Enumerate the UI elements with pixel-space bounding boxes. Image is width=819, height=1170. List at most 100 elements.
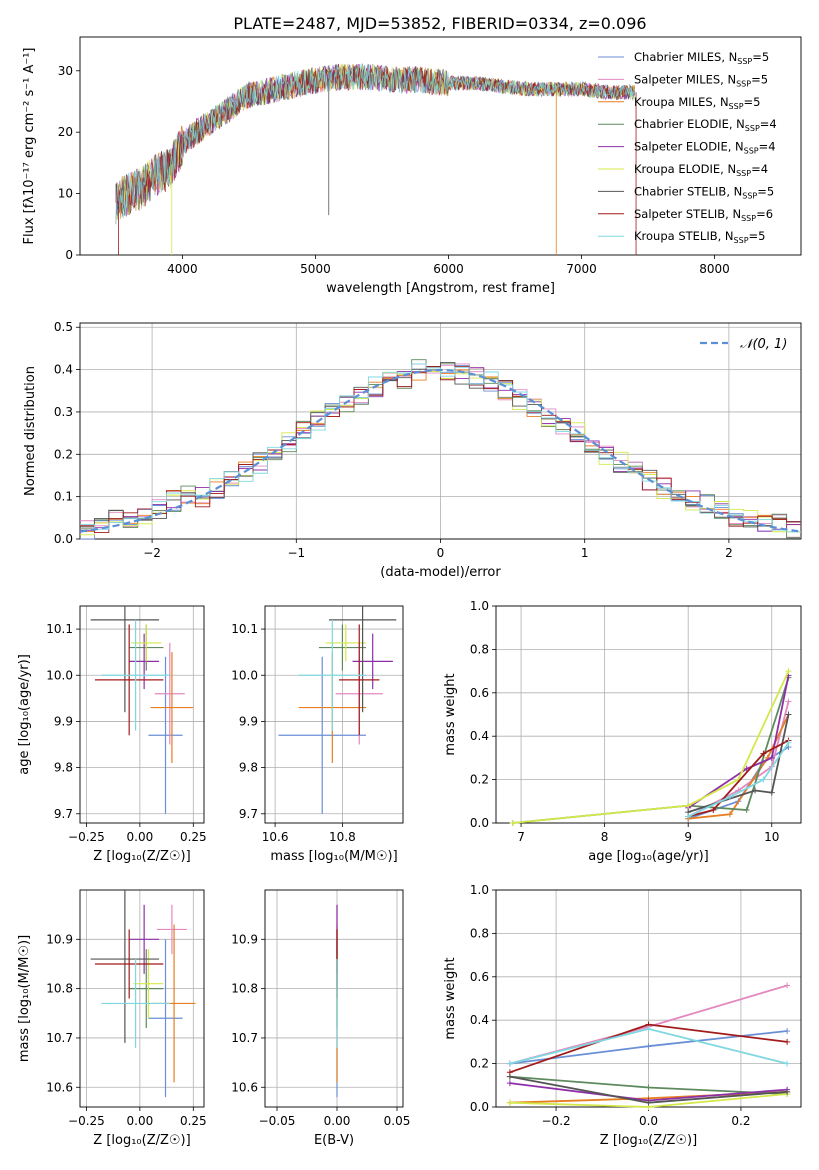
mass_weight_vs_age-axes: 7 8 9 10 0.0 0.2 0.4 0.6 0.8 1.0 age [log₁₀(age/yr… xyxy=(443,599,802,864)
y-axis-label: mass weight xyxy=(443,957,458,1039)
axes-frame xyxy=(79,322,802,540)
y-tick-label: 0.6 xyxy=(470,970,489,984)
legend-suffix: =5 xyxy=(749,229,766,243)
x-axis-label: E(B-V) xyxy=(314,1133,354,1148)
mass_vs_z-errorbars xyxy=(90,890,196,1098)
legend-subscript: SSP xyxy=(736,79,751,88)
legend-suffix: =5 xyxy=(744,95,761,109)
axes-frame xyxy=(264,889,404,1108)
x-tick-label: 5000 xyxy=(300,262,331,276)
y-tick-label: 0.8 xyxy=(470,926,489,940)
y-axis-label: Flux [fλ10⁻¹⁷ erg cm⁻² s⁻¹ A⁻¹] xyxy=(22,48,37,245)
legend-label: Salpeter MILES, NSSP=5 xyxy=(634,72,768,88)
legend-subscript: SSP xyxy=(734,236,749,245)
figure-title: PLATE=2487, MJD=53852, FIBERID=0334, z=0… xyxy=(233,14,646,33)
legend-suffix: =5 xyxy=(752,50,769,64)
axes-frame xyxy=(495,605,802,824)
x-tick-label: 6000 xyxy=(433,262,464,276)
spectrum-legend: Chabrier MILES, NSSP=5 Salpeter MILES, NS… xyxy=(598,50,777,245)
y-tick-label: 10.0 xyxy=(231,668,258,682)
legend-suffix: =4 xyxy=(760,117,777,131)
gaussian-legend-label: 𝒩(0, 1) xyxy=(740,337,787,352)
x-tick-label: 0.00 xyxy=(127,830,154,844)
legend-label: Kroupa ELODIE, NSSP=4 xyxy=(634,162,768,178)
x-tick-label: −2 xyxy=(143,546,161,560)
legend-subscript: SSP xyxy=(737,57,752,66)
y-axis-label: mass weight xyxy=(443,673,458,755)
y-tick-label: 10.9 xyxy=(46,932,73,946)
weight-line-salpeter-stelib xyxy=(687,739,789,818)
x-axis-label: Z [log₁₀(Z/Z☉)] xyxy=(600,1133,697,1148)
x-tick-label: 8 xyxy=(601,830,609,844)
spectrum-axes: 4000 5000 6000 7000 8000 0 10 20 30 wavelength [A… xyxy=(22,36,802,296)
x-tick-label: 0 xyxy=(437,546,445,560)
x-tick-label: −0.05 xyxy=(259,1114,296,1128)
y-tick-label: 10.7 xyxy=(231,1031,258,1045)
residuals-axes: −2 −1 0 1 2 0.0 0.1 0.2 0.3 0.4 0.5 (data-model)/er… xyxy=(23,320,802,580)
x-tick-label: 0.0 xyxy=(639,1114,658,1128)
x-tick-label: 0.00 xyxy=(324,1114,351,1128)
x-tick-label: 2 xyxy=(725,546,733,560)
x-tick-label: 0.25 xyxy=(180,1114,207,1128)
y-tick-label: 0.4 xyxy=(470,1013,489,1027)
y-tick-label: 0.0 xyxy=(54,532,73,546)
legend-suffix: =5 xyxy=(751,72,768,86)
y-tick-label: 1.0 xyxy=(470,599,489,613)
y-tick-label: 9.9 xyxy=(239,714,258,728)
x-tick-label: 7 xyxy=(517,830,525,844)
legend-label: Salpeter ELODIE, NSSP=4 xyxy=(634,140,776,156)
legend-label: Kroupa STELIB, NSSP=5 xyxy=(634,229,765,245)
y-tick-label: 0.5 xyxy=(54,320,73,334)
y-tick-label: 9.9 xyxy=(54,714,73,728)
x-tick-label: 0.00 xyxy=(127,1114,154,1128)
legend-suffix: =4 xyxy=(759,140,776,154)
x-axis-label: (data-model)/error xyxy=(380,565,501,580)
legend-subscript: SSP xyxy=(745,124,760,133)
y-tick-label: 10.7 xyxy=(46,1031,73,1045)
legend-label: Chabrier MILES, NSSP=5 xyxy=(634,50,769,66)
y-tick-label: 10.6 xyxy=(231,1080,258,1094)
legend-subscript: SSP xyxy=(741,214,756,223)
spectrum-lines xyxy=(115,63,637,255)
y-tick-label: 0.0 xyxy=(470,1100,489,1114)
age_vs_z-errorbars xyxy=(90,606,194,814)
axes-frame xyxy=(79,605,205,824)
x-tick-label: −1 xyxy=(287,546,305,560)
y-tick-label: 10.1 xyxy=(231,622,258,636)
y-tick-label: 0.2 xyxy=(54,447,73,461)
axes-frame xyxy=(264,605,404,824)
histogram-group xyxy=(79,359,801,540)
y-axis-label: Normed distribution xyxy=(23,366,38,496)
x-axis-label: Z [log₁₀(Z/Z☉)] xyxy=(93,849,190,864)
y-tick-label: 0.6 xyxy=(470,686,489,700)
y-tick-label: 0 xyxy=(65,248,73,262)
x-tick-label: 9 xyxy=(684,830,692,844)
mass_vs_ebv-axes: −0.05 0.00 0.05 10.6 10.7 10.8 10.9 E(B-V) xyxy=(231,889,411,1148)
y-tick-label: 10.9 xyxy=(231,932,258,946)
x-tick-label: 10 xyxy=(764,830,779,844)
y-axis-label: mass [log₁₀(M/M☉)] xyxy=(17,935,32,1062)
mass_vs_z-axes: −0.25 0.00 0.25 10.6 10.7 10.8 10.9 Z [log₁₀(Z/… xyxy=(17,889,207,1148)
x-tick-label: 0.2 xyxy=(731,1114,750,1128)
x-tick-label: 1 xyxy=(581,546,589,560)
y-tick-label: 20 xyxy=(58,125,73,139)
x-axis-label: Z [log₁₀(Z/Z☉)] xyxy=(93,1133,190,1148)
x-axis-label: mass [log₁₀(M/M☉)] xyxy=(270,849,397,864)
y-tick-label: 0.0 xyxy=(470,816,489,830)
age_vs_z-axes: −0.25 0.00 0.25 9.7 9.8 9.9 10.0 10.1 Z [log₁₀(Z… xyxy=(17,605,207,864)
x-axis-label: age [log₁₀(age/yr)] xyxy=(588,849,709,864)
histogram-kroupa-stelib xyxy=(80,363,801,533)
x-tick-label: 0.05 xyxy=(384,1114,411,1128)
legend-label: Chabrier STELIB, NSSP=5 xyxy=(634,184,774,200)
weight-line-kroupa-elodie xyxy=(512,670,790,824)
age_vs_mass-errorbars xyxy=(278,606,397,814)
axes-frame xyxy=(79,36,802,256)
y-tick-label: 9.8 xyxy=(239,761,258,775)
weight-line-chabrier-elodie xyxy=(512,677,790,824)
y-tick-label: 0.8 xyxy=(470,642,489,656)
y-tick-label: 30 xyxy=(58,64,73,78)
y-tick-label: 10.0 xyxy=(46,668,73,682)
x-tick-label: 10.8 xyxy=(329,830,356,844)
y-tick-label: 10.6 xyxy=(46,1080,73,1094)
